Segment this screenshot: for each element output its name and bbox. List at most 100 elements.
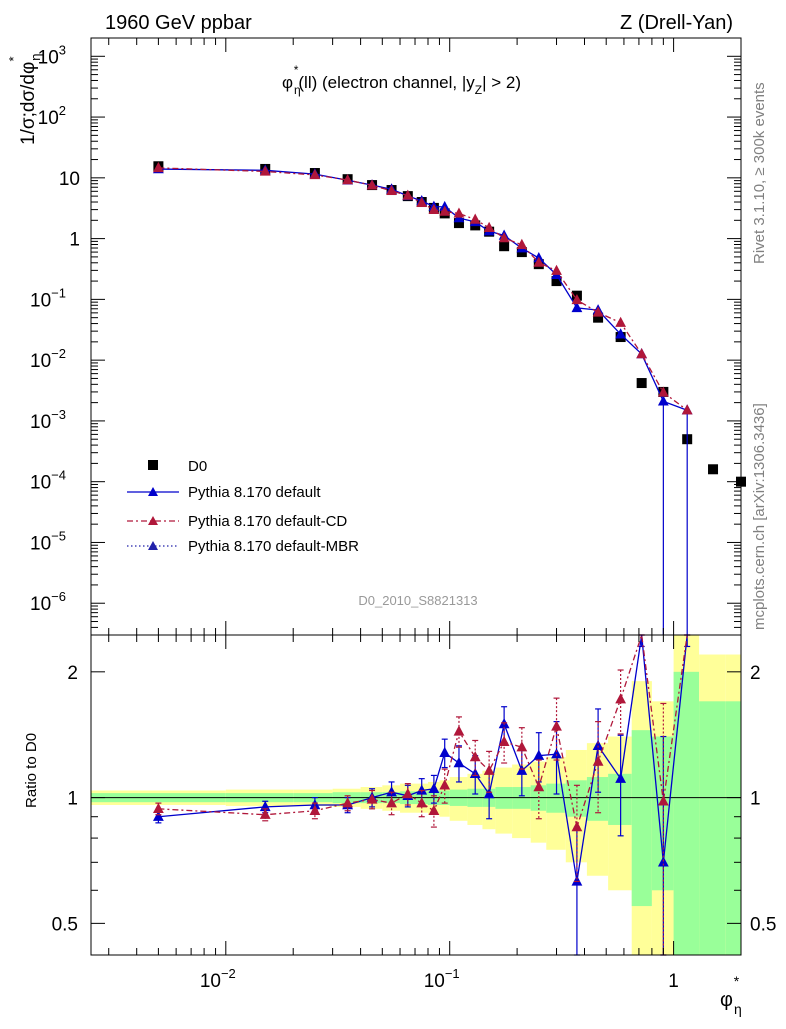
main-point-default bbox=[657, 395, 669, 406]
header-right: Z (Drell-Yan) bbox=[620, 12, 733, 34]
ratio-point-default-cd bbox=[516, 741, 528, 752]
legend-label-default: Pythia 8.170 default bbox=[188, 484, 321, 501]
ratio-point-default bbox=[386, 786, 397, 797]
y-tick-label: 10−5 bbox=[30, 528, 66, 554]
ratio-point-default-cd bbox=[402, 788, 414, 799]
main-point-default-cd bbox=[342, 173, 354, 185]
header-left: 1960 GeV ppbar bbox=[105, 12, 252, 34]
band-inner bbox=[608, 773, 632, 825]
legend-marker-d0 bbox=[148, 460, 158, 470]
legend-marker-default-cd bbox=[148, 516, 158, 525]
legend-label-default-mbr: Pythia 8.170 default-MBR bbox=[188, 538, 359, 555]
x-tick-label: 10−2 bbox=[200, 966, 236, 992]
x-tick-label: 10−1 bbox=[424, 966, 460, 992]
ratio-point-default bbox=[428, 782, 440, 793]
legend-entry-default-mbr: Pythia 8.170 default-MBR bbox=[127, 538, 359, 555]
x-axis-label: φη* bbox=[720, 973, 742, 1017]
data-point-d0 bbox=[636, 378, 647, 389]
ratio-point-default-cd bbox=[469, 751, 481, 762]
ratio-point-default bbox=[551, 748, 562, 759]
y-tick-label: 10 bbox=[59, 169, 80, 190]
main-point-default-cd bbox=[386, 184, 397, 196]
rivet-version-label: Rivet 3.1.10, ≥ 300k events bbox=[751, 82, 768, 264]
y-tick-label: 10−1 bbox=[30, 285, 66, 311]
main-point-default-cd bbox=[428, 203, 440, 215]
ratio-point-default-cd bbox=[571, 821, 583, 832]
uncertainty-bands bbox=[91, 635, 741, 955]
ratio-point-default bbox=[416, 784, 428, 795]
ratio-point-default-cd bbox=[259, 808, 271, 819]
ratio-point-default bbox=[615, 772, 627, 783]
ratio-point-default bbox=[592, 739, 604, 751]
ratio-y-tick-label-right: 2 bbox=[750, 663, 761, 684]
ratio-point-default-cd bbox=[551, 720, 562, 731]
ratio-point-default-cd bbox=[592, 755, 604, 766]
main-point-default-cd bbox=[551, 264, 562, 275]
data-point-d0 bbox=[593, 312, 604, 323]
main-point-default-cd bbox=[571, 293, 583, 305]
data-point-d0 bbox=[551, 276, 562, 287]
data-point-d0 bbox=[453, 218, 464, 229]
y-tick-label: 10−2 bbox=[30, 346, 66, 372]
ratio-series-layer bbox=[91, 634, 741, 956]
main-point-default-cd bbox=[366, 179, 378, 190]
main-point-default-cd bbox=[533, 256, 545, 267]
legend-entry-default: Pythia 8.170 default bbox=[127, 484, 321, 501]
ratio-y-tick-label-right: 1 bbox=[750, 789, 761, 810]
legend: D0 Pythia 8.170 default Pythia 8.170 def… bbox=[127, 458, 359, 555]
data-point-d0 bbox=[708, 464, 719, 475]
ratio-point-default bbox=[533, 749, 545, 760]
main-point-default-cd bbox=[498, 232, 510, 243]
ratio-y-tick-label: 2 bbox=[67, 663, 78, 684]
plot-frames bbox=[90, 37, 742, 956]
ratio-point-default-cd bbox=[428, 804, 440, 815]
main-point-default-cd bbox=[592, 306, 604, 317]
ratio-line-default-cd bbox=[158, 634, 688, 830]
y-axis-label-ratio: Ratio to D0 bbox=[23, 733, 40, 808]
main-point-default-cd bbox=[469, 213, 481, 224]
main-point-default-cd bbox=[416, 196, 428, 208]
ratio-point-default-cd bbox=[439, 779, 451, 790]
ratio-y-tick-label: 0.5 bbox=[52, 914, 78, 935]
y-axis-label-main: 1/σ;dσ/dφη* bbox=[6, 53, 43, 145]
data-point-d0 bbox=[499, 241, 510, 252]
ratio-point-default-cd bbox=[498, 735, 510, 747]
main-point-default-cd bbox=[483, 221, 495, 232]
legend-label-d0: D0 bbox=[188, 458, 207, 475]
band-inner bbox=[631, 730, 652, 907]
main-point-default-cd bbox=[439, 205, 451, 216]
main-point-default-cd bbox=[681, 404, 693, 415]
ratio-point-default-cd bbox=[453, 725, 465, 736]
main-point-default-cd bbox=[657, 386, 669, 397]
ratio-point-default-cd bbox=[366, 793, 378, 804]
main-point-default-cd bbox=[402, 189, 414, 200]
main-point-default bbox=[615, 328, 627, 339]
ratio-point-default-cd bbox=[309, 804, 321, 815]
y-tick-label: 10−6 bbox=[30, 589, 66, 615]
ratio-point-default-cd bbox=[657, 795, 669, 806]
mcplots-label: mcplots.cern.ch [arXiv:1306.3436] bbox=[751, 403, 768, 630]
analysis-watermark: D0_2010_S8821313 bbox=[358, 593, 477, 608]
ratio-point-default-cd bbox=[153, 802, 164, 814]
legend-marker-default-mbr bbox=[148, 541, 158, 550]
main-point-default-cd bbox=[615, 316, 627, 327]
y-tick-label: 10−3 bbox=[30, 407, 66, 433]
ratio-plot-frame bbox=[90, 634, 742, 956]
main-point-default bbox=[571, 301, 583, 313]
ratio-point-default-cd bbox=[386, 797, 397, 808]
main-point-default-cd bbox=[636, 348, 648, 359]
band-inner bbox=[651, 736, 674, 891]
ratio-point-default bbox=[453, 757, 465, 768]
ratio-point-default bbox=[439, 746, 451, 758]
ratio-point-default bbox=[483, 788, 495, 799]
legend-entry-default-cd: Pythia 8.170 default-CD bbox=[127, 513, 347, 530]
ratio-point-default bbox=[571, 875, 583, 886]
ratio-point-default-cd bbox=[615, 693, 627, 704]
ratio-y-tick-label-right: 0.5 bbox=[750, 914, 776, 935]
band-inner bbox=[699, 701, 726, 955]
main-point-default-cd bbox=[453, 207, 465, 218]
ratio-point-default-cd bbox=[483, 764, 495, 775]
band-inner bbox=[725, 701, 741, 955]
y-tick-label: 102 bbox=[38, 103, 66, 129]
main-point-default-cd bbox=[153, 161, 164, 173]
